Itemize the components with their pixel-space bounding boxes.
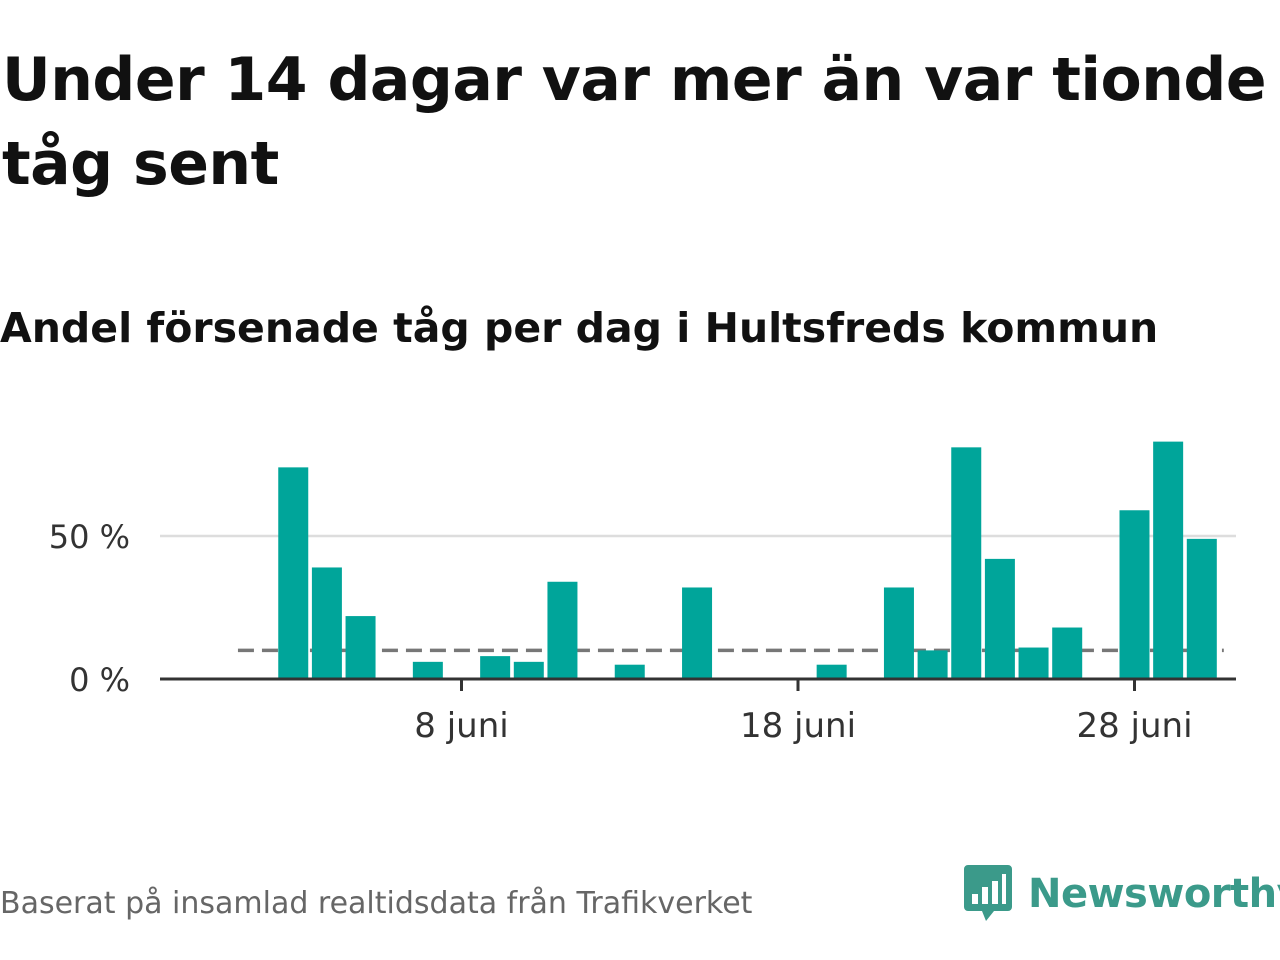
x-axis-labels: 8 juni 18 juni 28 juni (414, 706, 1192, 746)
bar-day-30 (1186, 538, 1217, 679)
bar-day-10 (513, 661, 544, 679)
bar-day-24 (984, 558, 1015, 679)
bar-day-23 (951, 447, 982, 679)
brand-logo[interactable]: Newsworthy (962, 862, 1280, 926)
bars (278, 441, 1217, 679)
bar-day-13 (614, 664, 645, 679)
bar-day-11 (547, 581, 578, 679)
bar-day-21 (883, 587, 914, 679)
bar-day-9 (480, 656, 511, 679)
x-tick-label: 8 juni (414, 706, 508, 746)
bar-day-4 (311, 567, 342, 679)
y-axis-labels: 0 % 50 % (49, 518, 130, 699)
bar-day-25 (1018, 647, 1049, 679)
x-tick-label: 28 juni (1076, 706, 1192, 746)
x-tick-label: 18 juni (740, 706, 856, 746)
bar-day-5 (345, 616, 376, 679)
bar-chart: 0 % 50 % 8 juni 18 juni 28 juni (49, 441, 1236, 746)
chart-subtitle: Andel försenade tåg per dag i Hultsfreds… (0, 304, 1159, 352)
bar-day-29 (1153, 441, 1184, 679)
bar-day-19 (816, 664, 847, 679)
y-tick-label: 0 % (69, 661, 130, 699)
bar-day-3 (278, 467, 309, 679)
chart-title: Under 14 dagar var mer än var tionde tåg… (2, 45, 1267, 199)
bar-day-26 (1052, 627, 1083, 679)
bar-day-22 (917, 650, 948, 679)
source-note: Baserat på insamlad realtidsdata från Tr… (0, 886, 753, 921)
brand-name: Newsworthy (1028, 871, 1280, 917)
bar-day-15 (682, 587, 713, 679)
x-axis (160, 677, 1236, 691)
bar-day-28 (1119, 510, 1150, 679)
bar-chart-speech-bubble-icon (964, 865, 1012, 921)
bar-day-7 (412, 661, 443, 679)
y-tick-label: 50 % (49, 518, 130, 556)
